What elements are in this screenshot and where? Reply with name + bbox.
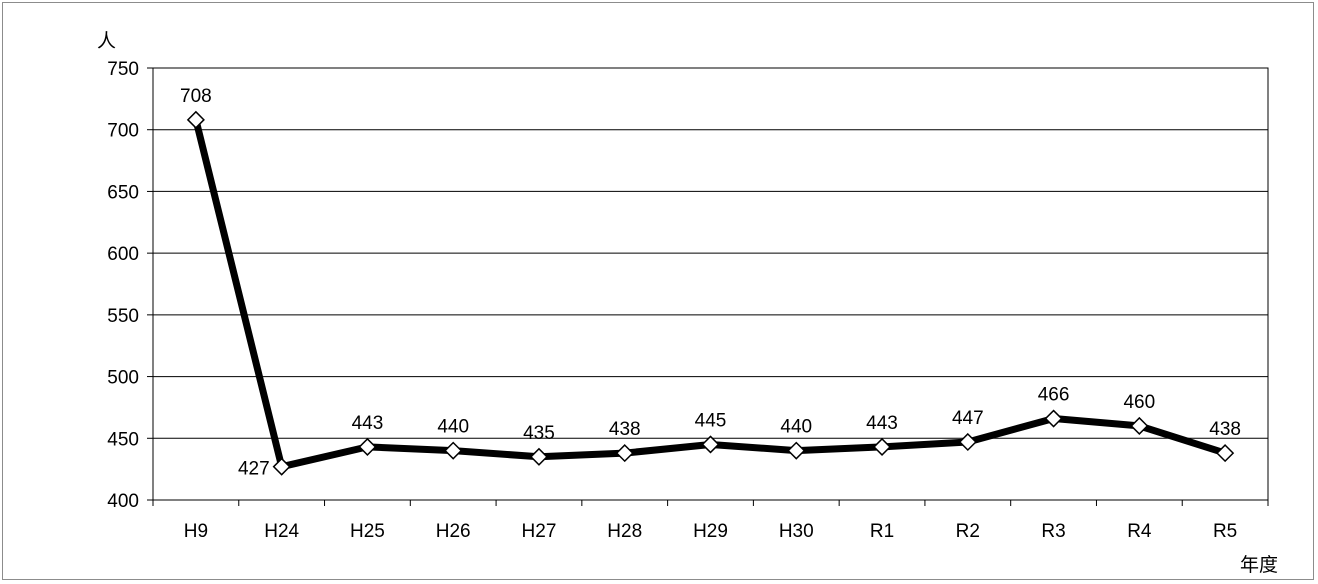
x-tick-label-R5: R5 (1213, 521, 1237, 542)
data-point-H24 (272, 457, 291, 476)
x-tick-label-H28: H28 (607, 521, 642, 542)
data-label-H9: 708 (180, 86, 212, 107)
data-label-H25: 443 (352, 413, 384, 434)
data-label-R4: 460 (1123, 392, 1155, 413)
y-tick-label-650: 650 (107, 182, 139, 203)
axes (147, 67, 1269, 506)
data-point-H27 (529, 447, 549, 466)
data-point-R2 (958, 432, 977, 452)
data-point-R1 (872, 437, 892, 456)
data-label-R5: 438 (1209, 419, 1241, 440)
x-tick-label-H9: H9 (184, 521, 208, 542)
plot-area (152, 67, 1269, 501)
y-tick-labels: 400 450 500 550 600 650 700 750 (107, 59, 139, 512)
x-tick-label-R2: R2 (956, 521, 980, 542)
x-tick-labels: H9 H24 H25 H26 H27 H28 H29 H30 R1 R2 R3 R4 R5 (184, 521, 1238, 542)
y-tick-label-550: 550 (107, 306, 139, 327)
data-point-H25 (358, 437, 377, 456)
data-point-R5 (1216, 444, 1235, 463)
data-point-H30 (787, 441, 806, 460)
data-point-H28 (615, 444, 634, 463)
y-tick-label-450: 450 (107, 429, 139, 450)
x-tick-label-R3: R3 (1041, 521, 1065, 542)
data-label-H29: 445 (695, 410, 727, 431)
x-tick-label-H26: H26 (436, 521, 471, 542)
y-tick-label-750: 750 (107, 59, 139, 80)
data-point-H26 (444, 441, 463, 460)
data-label-R1: 443 (866, 413, 898, 434)
data-label-H28: 438 (609, 419, 641, 440)
data-markers (186, 110, 1235, 476)
x-tick-label-H30: H30 (779, 521, 814, 542)
x-tick-label-R4: R4 (1127, 521, 1152, 542)
x-unit-label: 年度 (1240, 554, 1278, 576)
y-tick-label-700: 700 (107, 121, 139, 142)
y-unit-label: 人 (97, 30, 116, 52)
data-point-H29 (701, 435, 720, 454)
data-label-H27: 435 (523, 423, 555, 444)
data-label-R3: 466 (1038, 385, 1070, 406)
y-tick-label-500: 500 (107, 368, 139, 389)
x-tick-label-H25: H25 (350, 521, 385, 542)
data-labels: 708 427 443 440 435 438 445 440 443 447 466 460 438 (180, 86, 1241, 480)
y-tick-label-600: 600 (107, 244, 139, 265)
x-tick-label-H24: H24 (264, 521, 299, 542)
data-point-R3 (1044, 409, 1063, 428)
data-point-H9 (186, 110, 205, 129)
x-tick-label-H27: H27 (522, 521, 557, 542)
x-tick-label-R1: R1 (870, 521, 894, 542)
data-label-H26: 440 (437, 417, 469, 438)
y-tick-label-400: 400 (107, 491, 139, 512)
data-label-H30: 440 (780, 417, 812, 438)
data-point-R4 (1130, 416, 1149, 436)
data-label-R2: 447 (952, 408, 984, 429)
data-label-H24: 427 (238, 459, 270, 480)
x-tick-label-H29: H29 (693, 521, 728, 542)
gridlines (153, 67, 1268, 439)
